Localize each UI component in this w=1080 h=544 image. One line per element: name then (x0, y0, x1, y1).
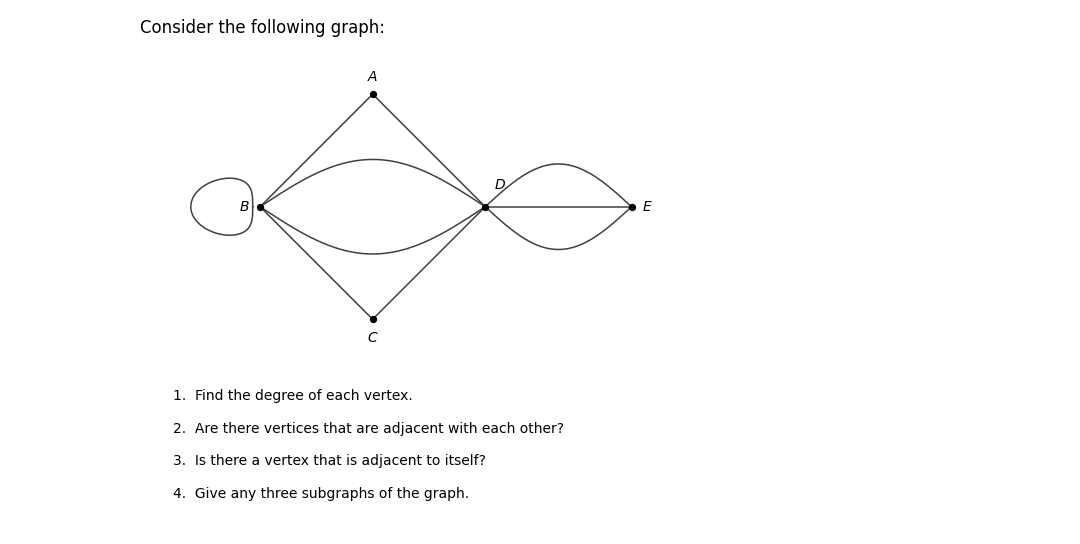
Text: 1.  Find the degree of each vertex.: 1. Find the degree of each vertex. (173, 389, 413, 403)
Text: D: D (495, 178, 504, 192)
Text: A: A (368, 70, 377, 84)
Text: 3.  Is there a vertex that is adjacent to itself?: 3. Is there a vertex that is adjacent to… (173, 454, 486, 468)
Text: Consider the following graph:: Consider the following graph: (140, 19, 386, 37)
Point (252, 202, 269, 211)
Point (623, 202, 640, 211)
Point (364, 315, 381, 324)
Point (476, 202, 494, 211)
Text: B: B (240, 200, 248, 214)
Point (364, 90, 381, 98)
Text: 4.  Give any three subgraphs of the graph.: 4. Give any three subgraphs of the graph… (173, 487, 469, 501)
Text: C: C (368, 331, 378, 344)
Text: E: E (643, 200, 651, 214)
Text: 2.  Are there vertices that are adjacent with each other?: 2. Are there vertices that are adjacent … (173, 422, 564, 436)
